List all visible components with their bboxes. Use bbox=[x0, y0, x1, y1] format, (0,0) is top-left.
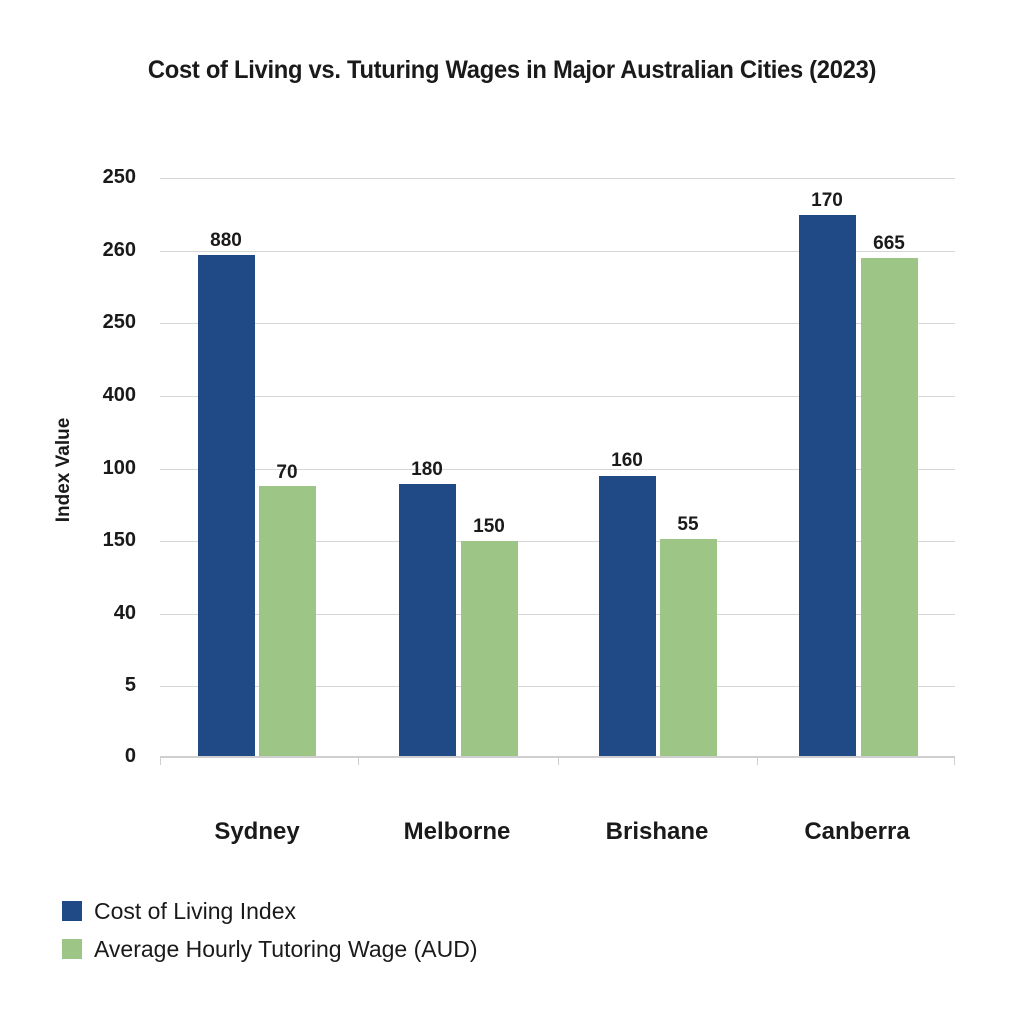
gridline bbox=[160, 614, 955, 615]
legend-label: Cost of Living Index bbox=[94, 897, 297, 924]
legend: Cost of Living Index Average Hourly Tuto… bbox=[62, 892, 478, 968]
x-category-label: Sydney bbox=[214, 818, 300, 845]
x-tick-mark bbox=[160, 757, 161, 765]
chart-title: Cost of Living vs. Tuturing Wages in Maj… bbox=[147, 56, 877, 84]
y-tick-label: 150 bbox=[102, 529, 136, 551]
bar-melbourne-cost-of-living bbox=[399, 484, 456, 756]
x-tick-mark bbox=[757, 757, 758, 765]
bar-canberra-cost-of-living bbox=[799, 215, 856, 756]
bar-value-label: 665 bbox=[873, 233, 905, 254]
y-tick-label: 400 bbox=[102, 384, 136, 406]
bar-value-label: 55 bbox=[677, 514, 699, 535]
y-tick-label: 250 bbox=[102, 311, 136, 333]
legend-item-tutoring-wage: Average Hourly Tutoring Wage (AUD) bbox=[62, 930, 478, 968]
legend-item-cost-of-living: Cost of Living Index bbox=[62, 892, 478, 930]
bar-value-label: 160 bbox=[611, 450, 643, 471]
gridline bbox=[160, 396, 955, 397]
legend-swatch-icon bbox=[62, 939, 82, 959]
gridline bbox=[160, 541, 955, 542]
gridline bbox=[160, 686, 955, 687]
gridline bbox=[160, 469, 955, 470]
gridline bbox=[160, 178, 955, 179]
legend-swatch-icon bbox=[62, 901, 82, 921]
x-tick-mark bbox=[358, 757, 359, 765]
x-tick-mark bbox=[954, 757, 955, 765]
bar-sydney-tutoring-wage bbox=[259, 486, 316, 756]
y-tick-label: 260 bbox=[102, 239, 136, 261]
bar-value-label: 70 bbox=[276, 462, 298, 483]
y-tick-label: 250 bbox=[102, 166, 136, 188]
x-category-label: Canberra bbox=[804, 818, 910, 845]
bar-value-label: 170 bbox=[811, 190, 843, 211]
bar-brisbane-tutoring-wage bbox=[660, 539, 717, 756]
x-tick-mark bbox=[558, 757, 559, 765]
gridline bbox=[160, 251, 955, 252]
bar-canberra-tutoring-wage bbox=[861, 258, 918, 756]
y-tick-label: 0 bbox=[124, 745, 136, 767]
y-tick-label: 40 bbox=[113, 602, 136, 624]
y-tick-label: 100 bbox=[102, 457, 136, 479]
bar-melbourne-tutoring-wage bbox=[461, 541, 518, 756]
x-category-label: Melborne bbox=[403, 818, 511, 845]
x-axis-line bbox=[160, 756, 955, 758]
legend-label: Average Hourly Tutoring Wage (AUD) bbox=[94, 935, 478, 962]
x-category-label: Brishane bbox=[605, 818, 709, 845]
bar-brisbane-cost-of-living bbox=[599, 476, 656, 756]
y-axis-title: Index Value bbox=[53, 417, 74, 523]
y-tick-label: 5 bbox=[124, 674, 136, 696]
bar-value-label: 180 bbox=[411, 459, 443, 480]
bar-value-label: 150 bbox=[473, 516, 505, 537]
bar-sydney-cost-of-living bbox=[198, 255, 255, 756]
gridline bbox=[160, 323, 955, 324]
bar-value-label: 880 bbox=[210, 230, 242, 251]
